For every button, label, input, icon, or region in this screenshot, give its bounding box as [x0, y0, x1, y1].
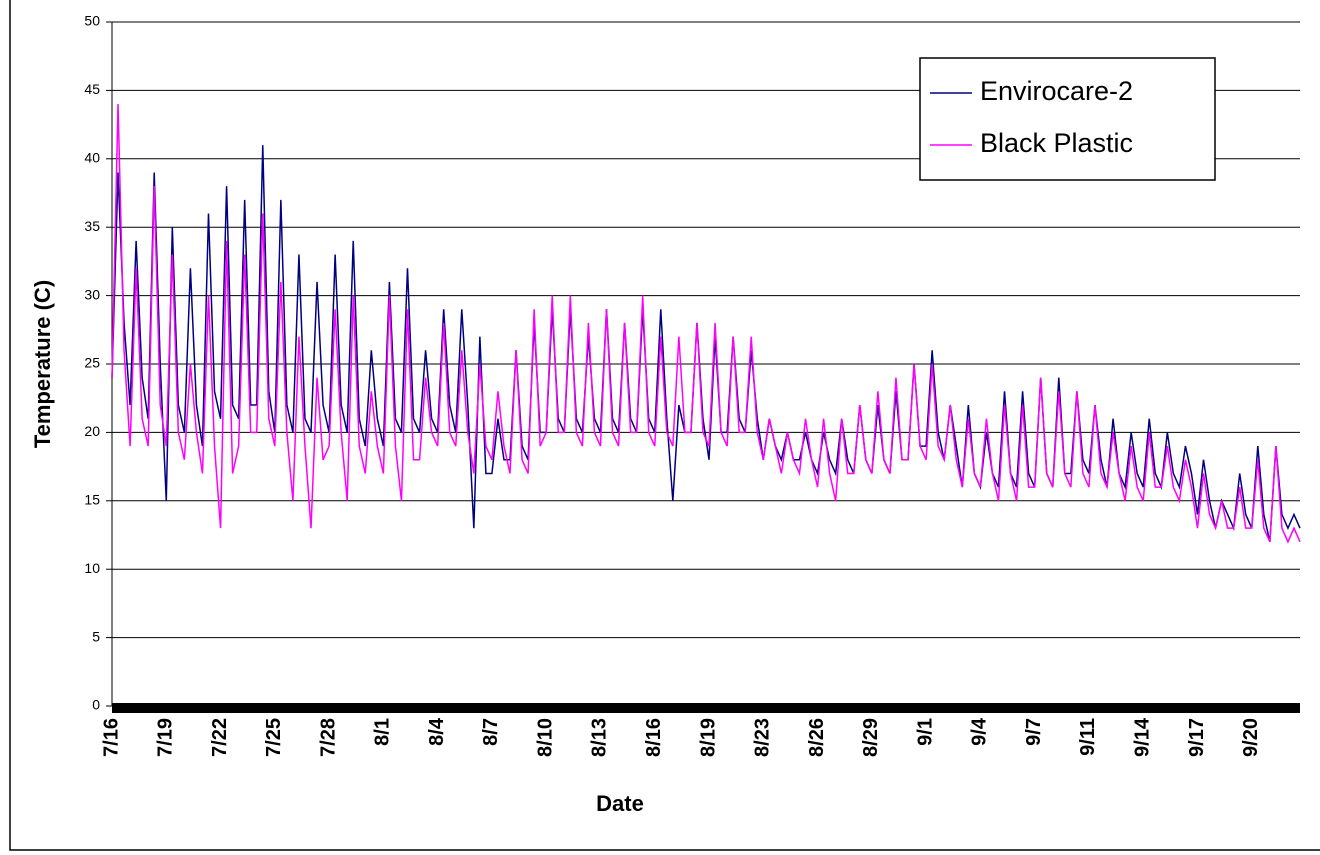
x-tick-label: 9/17 — [1186, 718, 1208, 757]
x-tick-label: 7/28 — [317, 718, 339, 757]
x-tick-label: 7/22 — [209, 718, 231, 757]
x-tick-label: 8/29 — [860, 718, 882, 757]
x-tick-label: 7/25 — [263, 718, 285, 757]
x-axis-title: Date — [596, 791, 644, 816]
y-tick-label: 45 — [84, 81, 100, 97]
legend-label: Black Plastic — [980, 128, 1133, 158]
x-tick-label: 8/19 — [697, 718, 719, 757]
legend-label: Envirocare-2 — [980, 76, 1133, 106]
y-tick-label: 25 — [84, 355, 100, 371]
series-line — [111, 104, 1301, 544]
x-tick-label: 9/1 — [914, 718, 936, 746]
x-tick-label: 9/4 — [969, 717, 991, 746]
x-tick-label: 9/20 — [1240, 718, 1262, 757]
x-tick-label: 8/13 — [589, 718, 611, 757]
y-tick-label: 0 — [92, 697, 100, 713]
x-tick-label: 7/16 — [100, 718, 122, 757]
x-tick-label: 9/14 — [1131, 717, 1153, 757]
x-tick-label: 8/7 — [480, 718, 502, 746]
y-tick-label: 30 — [84, 286, 100, 302]
x-tick-label: 8/4 — [426, 717, 448, 746]
x-tick-label: 8/16 — [643, 718, 665, 757]
y-tick-label: 35 — [84, 218, 100, 234]
y-tick-label: 20 — [84, 423, 100, 439]
x-tick-label: 8/23 — [752, 718, 774, 757]
x-axis-line — [112, 703, 1300, 713]
y-tick-label: 40 — [84, 150, 100, 166]
y-tick-label: 5 — [92, 628, 100, 644]
x-tick-label: 8/1 — [372, 718, 394, 746]
y-axis-title: Temperature (C) — [30, 280, 55, 448]
x-tick-label: 7/19 — [155, 718, 177, 757]
x-tick-label: 9/11 — [1077, 718, 1099, 756]
y-tick-label: 50 — [84, 13, 100, 29]
legend-box — [919, 57, 1216, 181]
x-tick-label: 8/10 — [534, 718, 556, 757]
x-tick-label: 8/26 — [806, 718, 828, 757]
y-tick-label: 15 — [84, 492, 100, 508]
y-tick-label: 10 — [84, 560, 100, 576]
x-tick-label: 9/7 — [1023, 718, 1045, 746]
